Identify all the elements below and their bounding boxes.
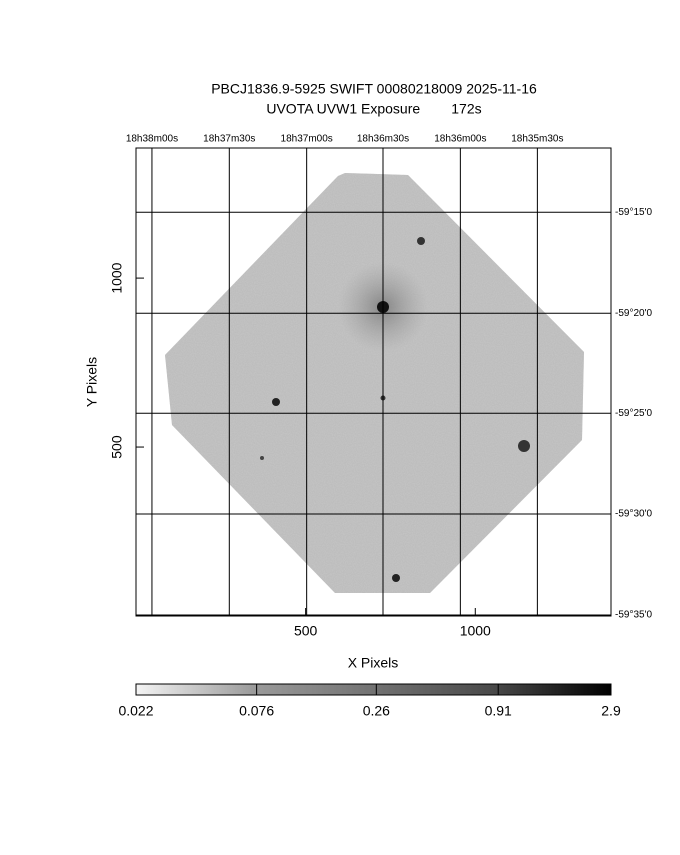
- colorbar-tick-label: 2.9: [601, 703, 621, 719]
- dec-tick-label: -59°15'0: [615, 207, 652, 218]
- chart-subtitle: UVOTA UVW1 Exposure 172s: [266, 101, 481, 117]
- dec-tick-label: -59°35'0: [615, 610, 652, 621]
- x-tick-label: 500: [294, 623, 318, 639]
- y-axis-label: Y Pixels: [84, 357, 100, 407]
- ra-tick-label: 18h37m00s: [281, 134, 333, 145]
- ra-tick-label: 18h37m30s: [203, 134, 255, 145]
- ra-tick-label: 18h38m00s: [126, 134, 178, 145]
- exposure-image: [165, 173, 584, 593]
- chart-title: PBCJ1836.9-5925 SWIFT 00080218009 2025-1…: [211, 81, 537, 97]
- colorbar-tick-label: 0.076: [239, 703, 274, 719]
- dec-tick-label: -59°20'0: [615, 308, 652, 319]
- ra-tick-label: 18h35m30s: [511, 134, 563, 145]
- dec-tick-label: -59°30'0: [615, 509, 652, 520]
- y-tick-label: 1000: [109, 262, 125, 293]
- colorbar-tick-label: 0.91: [485, 703, 512, 719]
- ra-tick-label: 18h36m30s: [357, 134, 409, 145]
- colorbar-tick-label: 0.022: [118, 703, 153, 719]
- colorbar-tick-label: 0.26: [363, 703, 390, 719]
- x-tick-label: 1000: [460, 623, 491, 639]
- colorbar: [135, 683, 612, 696]
- ra-tick-label: 18h36m00s: [434, 134, 486, 145]
- plot-frame: [135, 147, 612, 617]
- x-axis-label: X Pixels: [348, 655, 399, 671]
- y-tick-label: 500: [109, 435, 125, 459]
- dec-tick-label: -59°25'0: [615, 408, 652, 419]
